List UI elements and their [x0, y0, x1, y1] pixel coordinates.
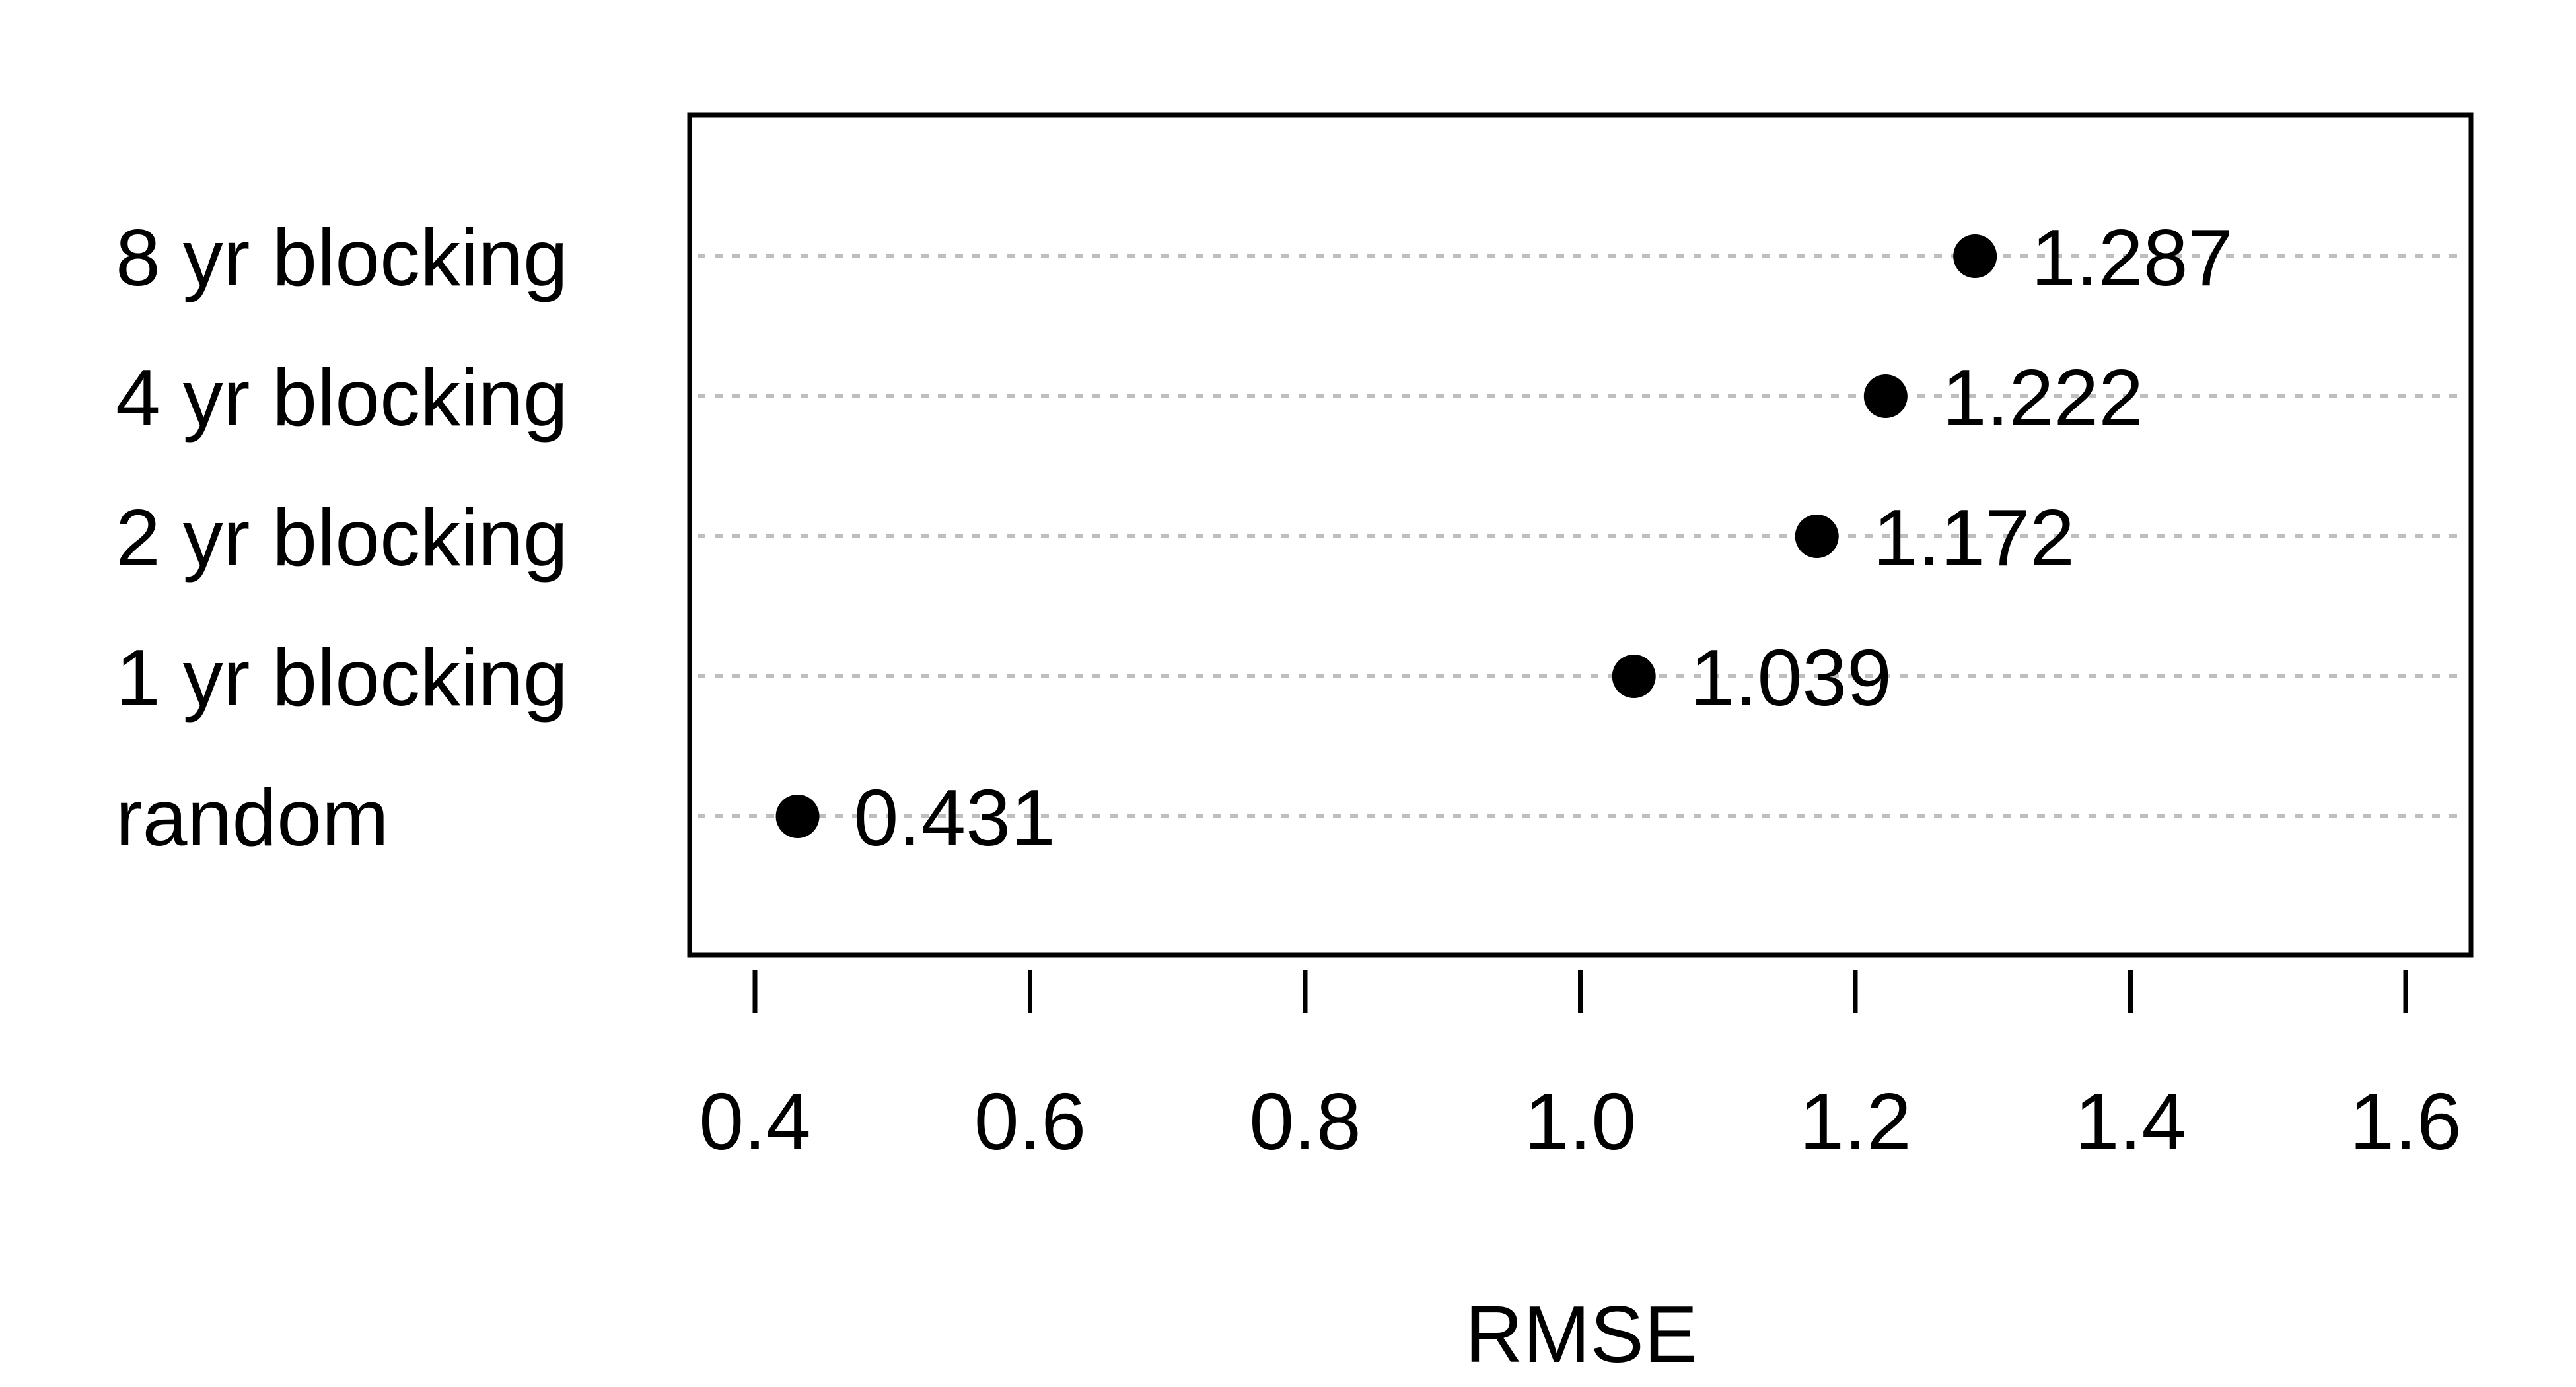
- category-labels: random 1 yr blocking 2 yr blocking 4 yr blo…: [116, 213, 568, 863]
- category-label: 1 yr blocking: [116, 633, 568, 723]
- value-labels: 0.431 1.039 1.172 1.222 1.287: [854, 213, 2233, 863]
- value-label: 1.039: [1690, 633, 1892, 723]
- value-label: 1.172: [1873, 493, 2075, 583]
- plot-frame: [687, 112, 2474, 958]
- category-label: 8 yr blocking: [116, 213, 568, 302]
- x-axis-label: RMSE: [1465, 1289, 1698, 1379]
- category-label: 2 yr blocking: [116, 493, 568, 583]
- data-point: [1953, 234, 1997, 278]
- data-point: [775, 795, 820, 838]
- value-label: 0.431: [854, 773, 1055, 863]
- guide-lines: [698, 254, 2463, 818]
- x-tick-label: 1.6: [2349, 1077, 2462, 1166]
- value-label: 1.287: [2031, 213, 2233, 302]
- data-point: [1863, 374, 1908, 418]
- x-tick-label: 1.4: [2075, 1077, 2187, 1166]
- x-tick-label: 0.6: [974, 1077, 1087, 1166]
- x-tick-label: 0.4: [699, 1077, 811, 1166]
- data-points: [775, 234, 1997, 838]
- x-tick-label: 1.0: [1524, 1077, 1637, 1166]
- category-label: random: [116, 773, 389, 863]
- value-label: 1.222: [1942, 353, 2143, 443]
- data-point: [1795, 515, 1839, 558]
- x-axis: 0.4 0.6 0.8 1.0 1.2 1.4 1.6: [699, 970, 2462, 1166]
- category-label: 4 yr blocking: [116, 353, 568, 443]
- x-tick-label: 0.8: [1249, 1077, 1361, 1166]
- data-point: [1612, 655, 1656, 698]
- x-tick-label: 1.2: [1799, 1077, 1912, 1166]
